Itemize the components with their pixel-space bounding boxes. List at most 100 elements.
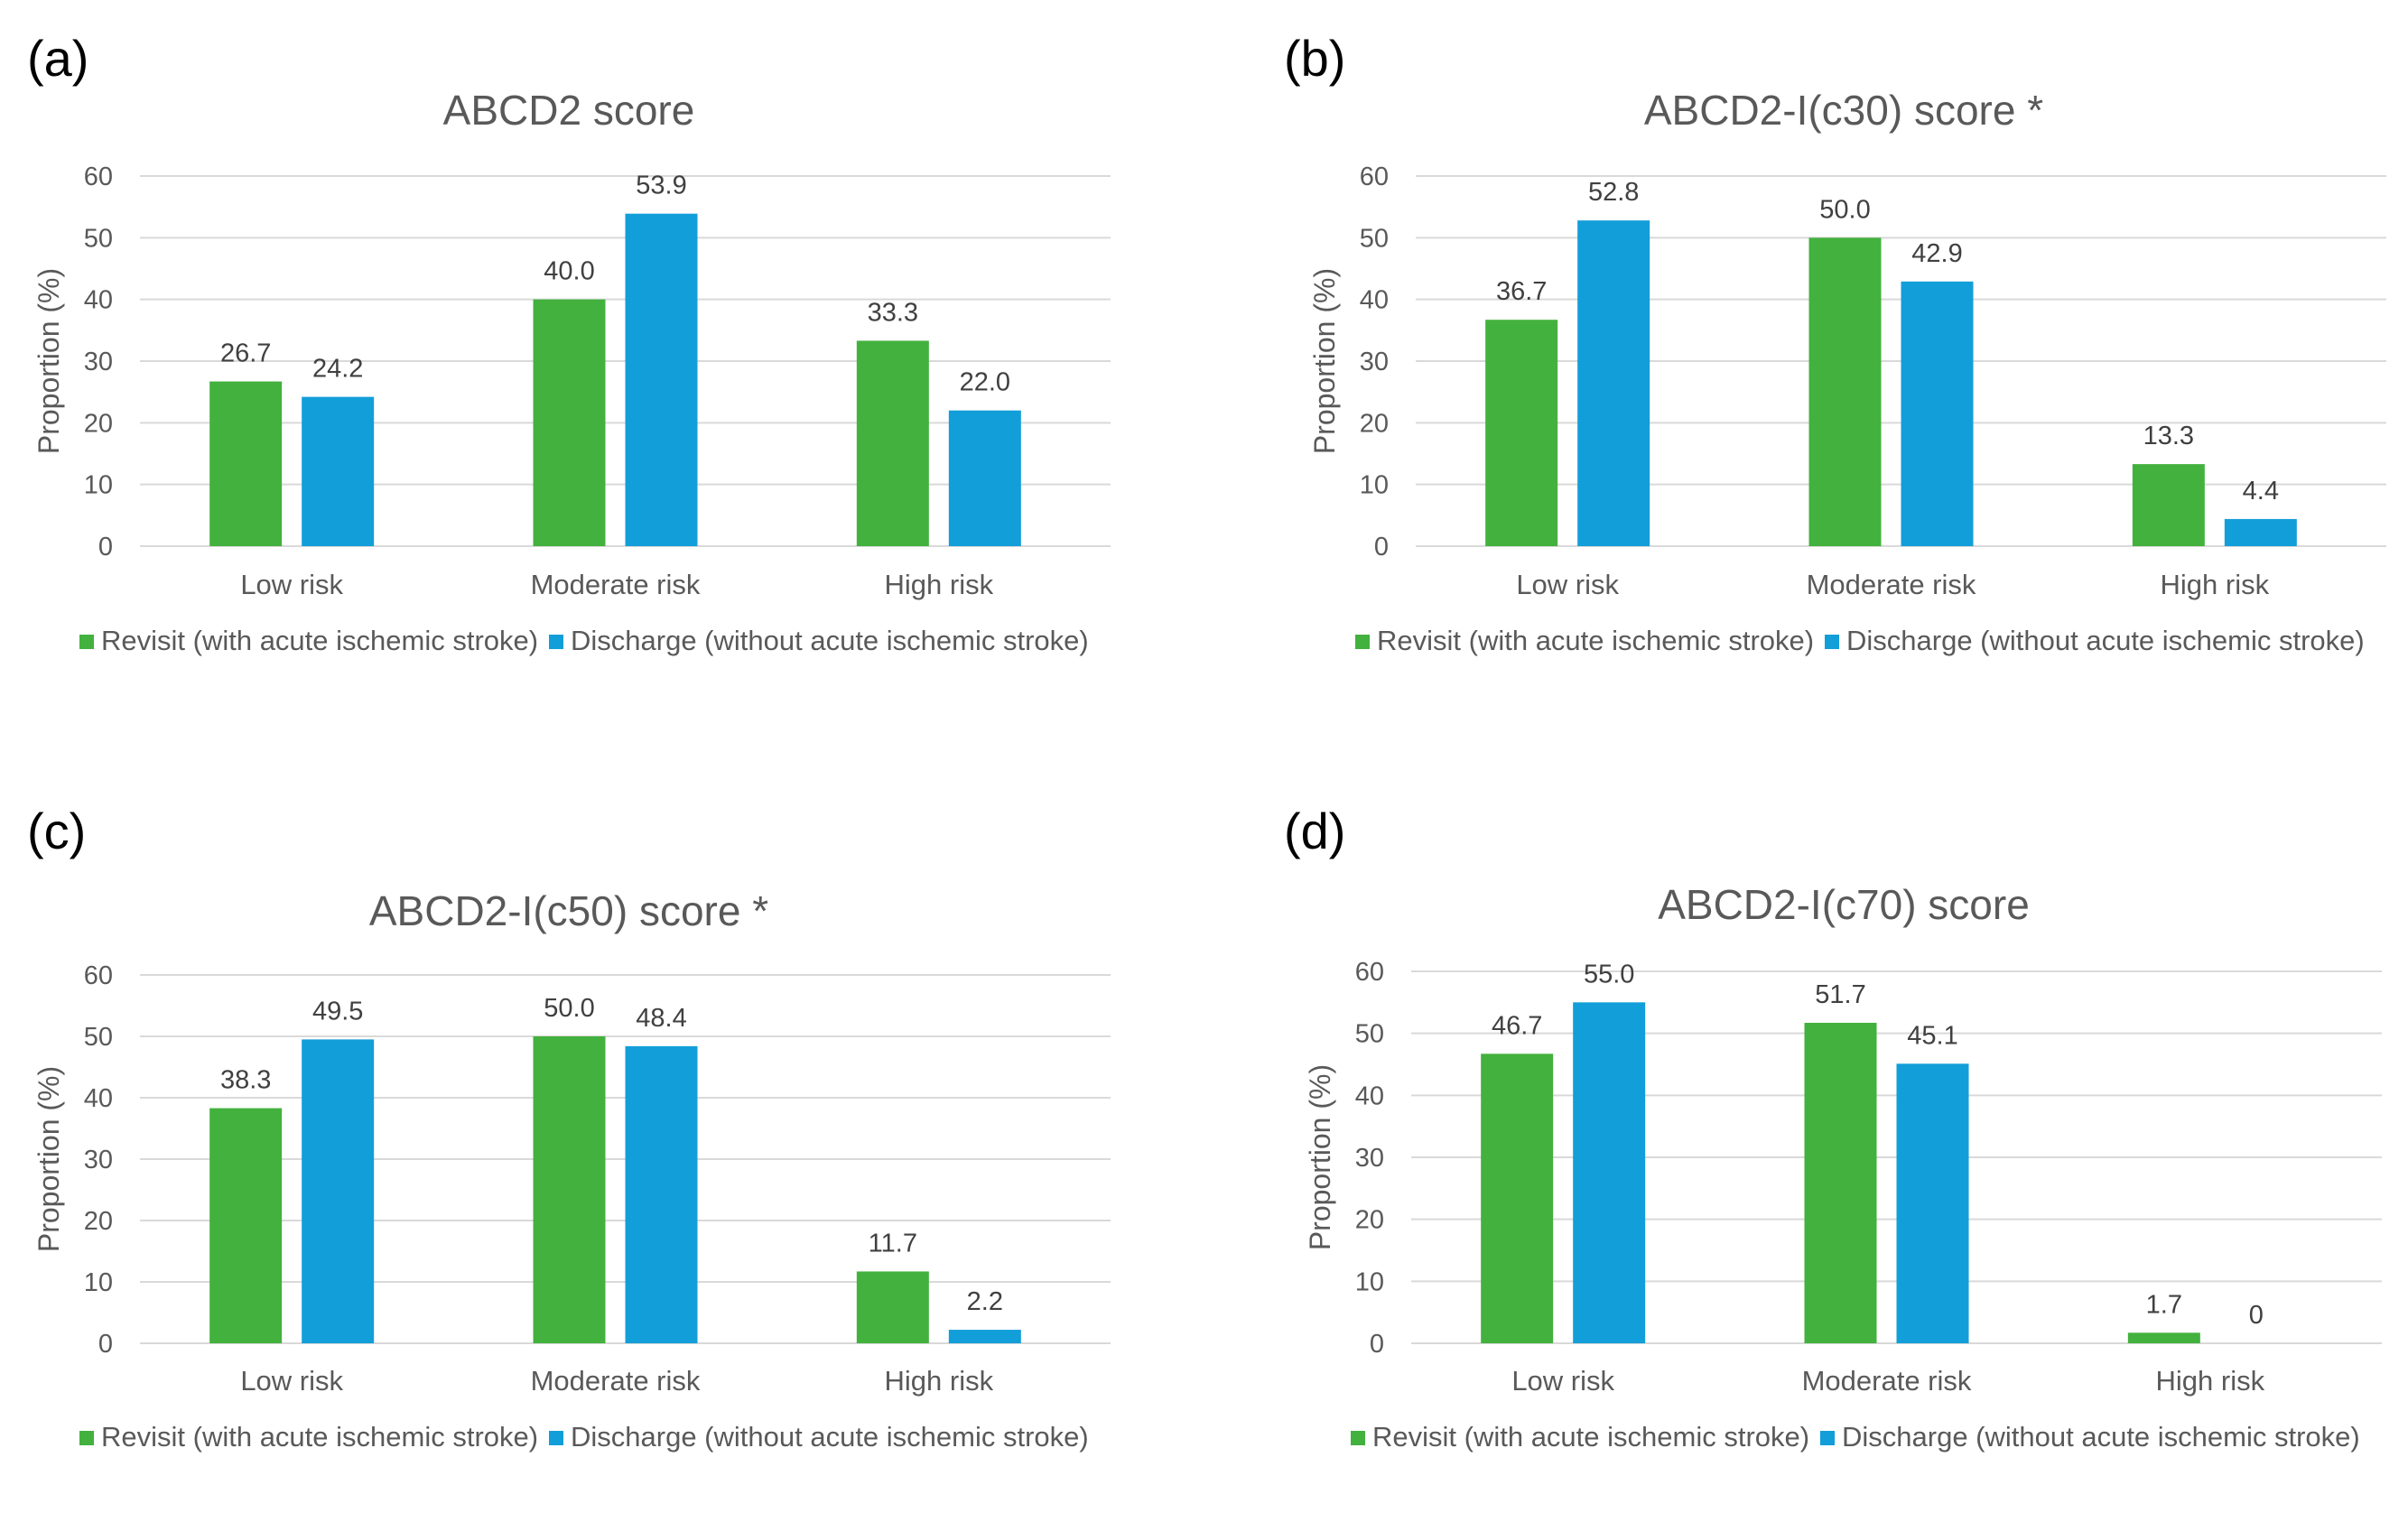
bar-revisit [856, 1271, 929, 1343]
panel-letter: (b) [1284, 30, 1345, 87]
legend-label-discharge: Discharge (without acute ischemic stroke… [1846, 625, 2365, 656]
y-tick-label: 10 [84, 471, 113, 500]
panel-letter: (d) [1284, 803, 1345, 859]
legend-swatch-discharge [1825, 635, 1839, 649]
y-axis-label: Proportion (%) [1308, 268, 1341, 454]
legend-swatch-discharge [1820, 1431, 1835, 1445]
legend-label-revisit: Revisit (with acute ischemic stroke) [1372, 1421, 1809, 1453]
y-tick-label: 0 [1374, 533, 1389, 562]
legend-swatch-revisit [1355, 635, 1370, 649]
bar-discharge [1901, 281, 1974, 546]
bar-discharge [1896, 1063, 1969, 1343]
y-tick-label: 40 [1360, 286, 1389, 315]
bar-revisit [1485, 320, 1558, 546]
y-tick-label: 0 [98, 533, 113, 562]
data-label: 1.7 [2146, 1290, 2182, 1319]
legend-swatch-revisit [79, 1431, 94, 1445]
bar-revisit [1481, 1054, 1554, 1343]
bar-revisit [856, 340, 929, 546]
y-tick-label: 60 [84, 961, 113, 990]
x-category-label: Low risk [240, 1365, 343, 1397]
bar-discharge [302, 396, 375, 546]
panel-letter: (c) [27, 803, 86, 859]
data-label: 48.4 [636, 1004, 686, 1033]
y-tick-label: 30 [84, 348, 113, 376]
x-category-label: High risk [2161, 569, 2270, 600]
data-label: 11.7 [869, 1229, 917, 1258]
bar-revisit [533, 1036, 606, 1343]
y-tick-label: 20 [1355, 1206, 1384, 1235]
legend-swatch-revisit [1351, 1431, 1365, 1445]
x-category-label: Low risk [240, 569, 343, 600]
x-category-label: Moderate risk [1807, 569, 1976, 600]
y-axis-label: Proportion (%) [33, 268, 65, 454]
bar-revisit [1808, 237, 1882, 546]
y-tick-label: 40 [84, 1084, 113, 1113]
legend-label-revisit: Revisit (with acute ischemic stroke) [101, 1421, 538, 1453]
y-tick-label: 20 [84, 409, 113, 438]
data-label: 24.2 [312, 355, 363, 384]
y-tick-label: 10 [1360, 471, 1389, 500]
data-label: 42.9 [1911, 239, 1962, 268]
y-tick-label: 0 [1370, 1330, 1384, 1359]
y-tick-label: 50 [84, 224, 113, 253]
x-category-label: Low risk [1516, 569, 1619, 600]
x-category-label: High risk [885, 569, 994, 600]
y-tick-label: 30 [1360, 348, 1389, 376]
data-label: 40.0 [544, 257, 594, 286]
y-tick-label: 20 [1360, 409, 1389, 438]
bar-revisit [2127, 1332, 2200, 1343]
y-tick-label: 10 [1355, 1267, 1384, 1296]
legend-swatch-discharge [549, 1431, 563, 1445]
y-tick-label: 50 [1360, 224, 1389, 253]
x-category-label: Moderate risk [1802, 1365, 1972, 1397]
y-tick-label: 50 [1355, 1020, 1384, 1049]
chart-panel-c: (c) ABCD2-I(c50) score * 0 10 20 30 40 50 60 Prop… [27, 803, 1111, 1453]
bar-revisit [533, 299, 606, 546]
y-tick-label: 50 [84, 1023, 113, 1052]
y-tick-label: 20 [84, 1207, 113, 1236]
data-label: 36.7 [1496, 277, 1547, 306]
x-category-label: High risk [885, 1365, 994, 1397]
data-label: 13.3 [2143, 422, 2194, 450]
bar-discharge [625, 213, 698, 546]
bar-discharge [302, 1039, 375, 1343]
legend-label-revisit: Revisit (with acute ischemic stroke) [1377, 625, 1814, 656]
y-tick-label: 10 [84, 1268, 113, 1297]
legend-label-discharge: Discharge (without acute ischemic stroke… [571, 625, 1089, 656]
bar-discharge [1573, 1002, 1646, 1343]
chart-title: ABCD2-I(c50) score * [369, 887, 768, 934]
y-tick-label: 60 [1360, 162, 1389, 191]
legend-label-discharge: Discharge (without acute ischemic stroke… [1842, 1421, 2360, 1453]
legend-label-revisit: Revisit (with acute ischemic stroke) [101, 625, 538, 656]
bar-discharge [948, 1330, 1021, 1343]
chart-title: ABCD2 score [443, 87, 695, 134]
y-tick-label: 60 [84, 162, 113, 191]
legend-swatch-revisit [79, 635, 94, 649]
data-label: 50.0 [1819, 195, 1870, 224]
data-label: 22.0 [960, 368, 1010, 397]
x-category-label: Moderate risk [531, 1365, 701, 1397]
y-axis-label: Proportion (%) [1304, 1064, 1336, 1250]
y-axis-label: Proportion (%) [33, 1066, 65, 1252]
chart-panel-d: (d) ABCD2-I(c70) score 0 10 20 30 40 50 60 Propor… [1284, 803, 2382, 1453]
x-category-label: Low risk [1511, 1365, 1614, 1397]
y-tick-label: 30 [1355, 1144, 1384, 1173]
bar-discharge [2224, 518, 2297, 546]
chart-panel-b: (b) ABCD2-I(c30) score * 0 10 20 30 40 50 60 Prop… [1284, 30, 2386, 656]
data-label: 46.7 [1492, 1011, 1542, 1040]
data-label: 53.9 [636, 172, 686, 200]
y-tick-label: 40 [84, 286, 113, 315]
chart-title: ABCD2-I(c30) score * [1644, 87, 2043, 134]
bar-discharge [625, 1045, 698, 1343]
x-category-label: Moderate risk [531, 569, 701, 600]
bar-revisit [209, 1108, 283, 1343]
data-label: 45.1 [1907, 1021, 1957, 1050]
data-label: 51.7 [1815, 980, 1865, 1009]
data-label: 55.0 [1584, 960, 1634, 989]
bar-discharge [948, 410, 1021, 546]
panel-letter: (a) [27, 30, 88, 87]
data-label: 0 [2249, 1301, 2264, 1330]
